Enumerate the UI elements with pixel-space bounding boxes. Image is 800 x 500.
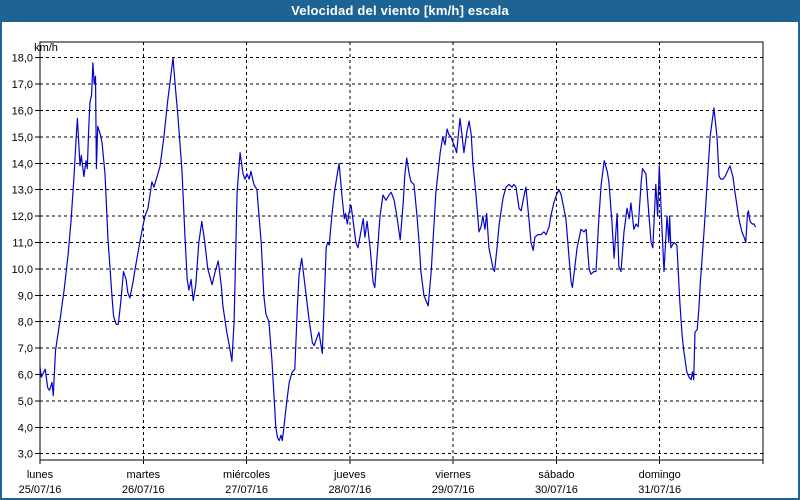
day-name-label: lunes [27, 469, 54, 481]
y-tick-label: 16,0 [12, 106, 33, 118]
day-date-label: 29/07/16 [432, 484, 475, 496]
day-date-label: 27/07/16 [225, 484, 268, 496]
y-tick-label: 10,0 [12, 264, 33, 276]
y-tick-label: 7,0 [18, 343, 33, 355]
y-tick-label: 4,0 [18, 422, 33, 434]
day-name-label: jueves [333, 469, 366, 481]
day-date-label: 26/07/16 [122, 484, 165, 496]
plot-box [39, 41, 764, 461]
y-tick-label: 6,0 [18, 370, 33, 382]
day-date-label: 28/07/16 [328, 484, 371, 496]
wind-speed-line [39, 57, 756, 442]
y-tick-label: 5,0 [18, 396, 33, 408]
day-date-label: 30/07/16 [535, 484, 578, 496]
day-name-label: miércoles [223, 469, 271, 481]
y-axis-unit-label: km/h [34, 42, 58, 54]
day-name-label: sábado [538, 469, 574, 481]
y-tick-label: 12,0 [12, 211, 33, 223]
y-tick-label: 13,0 [12, 185, 33, 197]
day-name-label: viernes [435, 469, 471, 481]
window-title: Velocidad del viento [km/h] escala [0, 0, 800, 22]
y-tick-label: 14,0 [12, 158, 33, 170]
y-tick-label: 3,0 [18, 449, 33, 461]
y-tick-label: 9,0 [18, 290, 33, 302]
y-tick-label: 18,0 [12, 53, 33, 65]
day-date-label: 25/07/16 [19, 484, 62, 496]
y-tick-label: 17,0 [12, 79, 33, 91]
day-date-label: 31/07/16 [638, 484, 681, 496]
y-tick-label: 15,0 [12, 132, 33, 144]
y-tick-label: 11,0 [12, 238, 33, 250]
y-tick-label: 8,0 [18, 317, 33, 329]
day-name-label: domingo [639, 469, 681, 481]
day-name-label: martes [126, 469, 160, 481]
